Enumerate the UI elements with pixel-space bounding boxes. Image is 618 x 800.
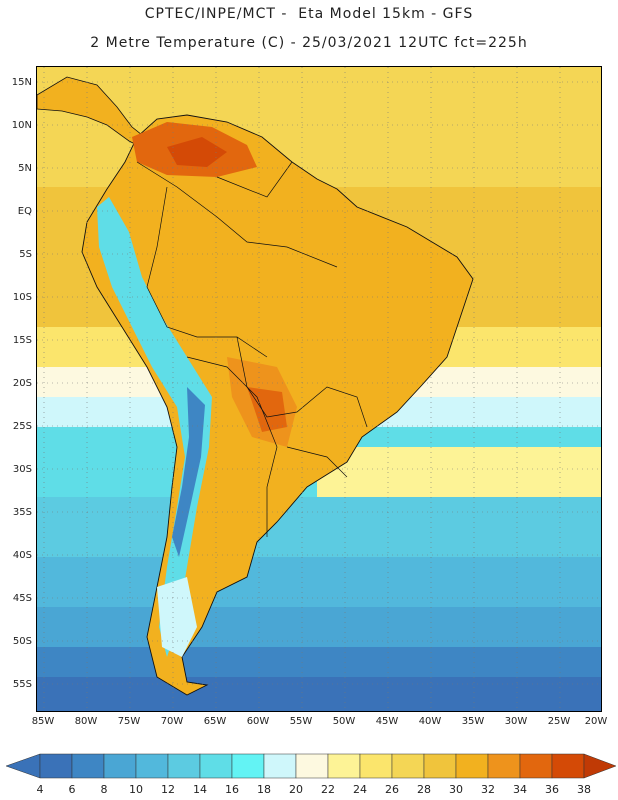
- lat-label-15n: 15N: [11, 77, 32, 88]
- colorbar-label-14: 14: [193, 783, 207, 796]
- lon-label-30w: 30W: [504, 716, 528, 727]
- colorbar-label-20: 20: [289, 783, 303, 796]
- colorbar-label-10: 10: [129, 783, 143, 796]
- lat-label-25s: 25S: [12, 421, 32, 432]
- colorbar-label-8: 8: [100, 783, 108, 796]
- andes-core: [172, 387, 205, 557]
- country-borders: [136, 161, 368, 537]
- map-title-line-2: 2 Metre Temperature (C) - 25/03/2021 12U…: [90, 35, 528, 51]
- lon-label-65w: 65W: [203, 716, 227, 727]
- colorbar-segment: [423, 753, 457, 779]
- lat-label-10n: 10N: [11, 120, 32, 131]
- temperature-map: [36, 66, 602, 712]
- lat-label-10s: 10S: [12, 292, 32, 303]
- colorbar-segment: [295, 753, 329, 779]
- lat-label-35s: 35S: [12, 507, 32, 518]
- colorbar-segment: [167, 753, 201, 779]
- colorbar-high-arrow: [583, 753, 617, 779]
- lon-label-35w: 35W: [461, 716, 485, 727]
- lon-label-60w: 60W: [246, 716, 270, 727]
- lat-label-40s: 40S: [12, 550, 32, 561]
- colorbar-segment: [359, 753, 393, 779]
- colorbar-segments: [39, 753, 585, 779]
- warm-region-chaco: [247, 387, 287, 432]
- lon-label-80w: 80W: [74, 716, 98, 727]
- lon-label-20w: 20W: [584, 716, 608, 727]
- lon-label-70w: 70W: [160, 716, 184, 727]
- colorbar-label-28: 28: [417, 783, 431, 796]
- colorbar-label-38: 38: [577, 783, 591, 796]
- lat-label-20s: 20S: [12, 378, 32, 389]
- colorbar-segment: [487, 753, 521, 779]
- colorbar-label-34: 34: [513, 783, 527, 796]
- colorbar-segment: [391, 753, 425, 779]
- colorbar-label-36: 36: [545, 783, 559, 796]
- lat-label-55s: 55S: [12, 679, 32, 690]
- colorbar-label-16: 16: [225, 783, 239, 796]
- lat-label-50s: 50S: [12, 636, 32, 647]
- andes-cold-band: [97, 197, 212, 657]
- colorbar-segment: [263, 753, 297, 779]
- lon-label-75w: 75W: [117, 716, 141, 727]
- colorbar-label-32: 32: [481, 783, 495, 796]
- lon-label-50w: 50W: [332, 716, 356, 727]
- temperature-colorbar: [5, 753, 617, 779]
- colorbar-segment: [103, 753, 137, 779]
- lon-label-55w: 55W: [289, 716, 313, 727]
- lat-label-30s: 30S: [12, 464, 32, 475]
- lat-label-5n: 5N: [18, 163, 32, 174]
- hot-region-venezuela: [167, 137, 227, 167]
- lat-label-15s: 15S: [12, 335, 32, 346]
- colorbar-label-4: 4: [36, 783, 44, 796]
- map-title-line-1: CPTEC/INPE/MCT - Eta Model 15km - GFS: [144, 6, 474, 22]
- lon-label-45w: 45W: [375, 716, 399, 727]
- lon-label-85w: 85W: [31, 716, 55, 727]
- colorbar-label-24: 24: [353, 783, 367, 796]
- colorbar-segment: [231, 753, 265, 779]
- colorbar-label-30: 30: [449, 783, 463, 796]
- lon-label-25w: 25W: [547, 716, 571, 727]
- colorbar-label-18: 18: [257, 783, 271, 796]
- colorbar-segment: [39, 753, 73, 779]
- lon-label-40w: 40W: [418, 716, 442, 727]
- colorbar-segment: [71, 753, 105, 779]
- colorbar-segment: [551, 753, 585, 779]
- lat-label-eq: EQ: [17, 206, 32, 217]
- lat-label-45s: 45S: [12, 593, 32, 604]
- colorbar-segment: [199, 753, 233, 779]
- colorbar-low-arrow: [5, 753, 41, 779]
- colorbar-segment: [455, 753, 489, 779]
- colorbar-label-22: 22: [321, 783, 335, 796]
- colorbar-segment: [135, 753, 169, 779]
- colorbar-label-12: 12: [161, 783, 175, 796]
- colorbar-label-6: 6: [68, 783, 76, 796]
- colorbar-label-26: 26: [385, 783, 399, 796]
- colorbar-segment: [327, 753, 361, 779]
- colorbar-segment: [519, 753, 553, 779]
- patagonia-cool: [157, 577, 197, 657]
- lat-label-5s: 5S: [19, 249, 32, 260]
